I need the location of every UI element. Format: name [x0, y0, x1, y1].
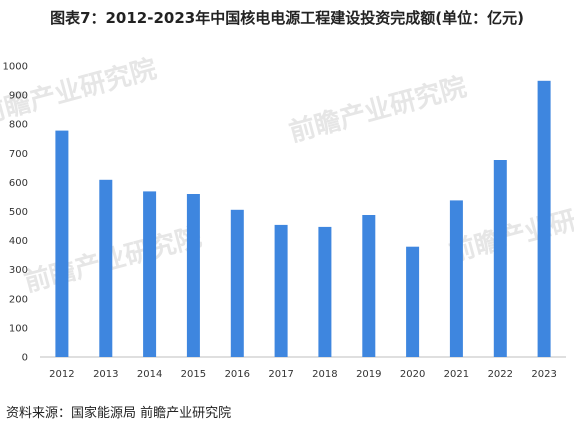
y-tick-label-100: 100	[9, 323, 28, 334]
bar-2021	[449, 200, 463, 357]
x-tick-label-2013: 2013	[93, 369, 118, 380]
y-tick-label-700: 700	[9, 149, 28, 160]
y-tick-label-300: 300	[9, 265, 28, 276]
x-tick-label-2012: 2012	[49, 369, 74, 380]
source-note: 资料来源：国家能源局 前瞻产业研究院	[6, 406, 232, 421]
bar-2023	[537, 80, 551, 358]
bar-2016	[230, 209, 244, 357]
y-tick-label-1000: 1000	[3, 62, 28, 73]
bar-2018	[318, 226, 332, 357]
x-tick-label-2014: 2014	[137, 369, 162, 380]
y-tick-label-800: 800	[9, 120, 28, 131]
x-tick-label-2022: 2022	[488, 369, 513, 380]
bar-2015	[186, 194, 200, 357]
bar-2017	[274, 224, 288, 357]
x-axis: 2012 2013 2014 2015 2016 2017 2018 2019 2020 2021…	[49, 369, 557, 380]
y-tick-label-0: 0	[22, 353, 28, 364]
bars	[55, 80, 551, 358]
y-tick-label-200: 200	[9, 294, 28, 305]
x-tick-label-2021: 2021	[444, 369, 469, 380]
bar-2022	[493, 160, 507, 357]
bar-2012	[55, 130, 69, 357]
x-tick-label-2019: 2019	[356, 369, 381, 380]
y-tick-label-900: 900	[9, 91, 28, 102]
bar-2013	[99, 179, 113, 357]
chart-title: 图表7：2012-2023年中国核电电源工程建设投资完成额(单位：亿元)	[50, 9, 524, 27]
y-axis: 0 100 200 300 400 500 600 700 800 900 1000	[3, 62, 28, 364]
y-tick-label-400: 400	[9, 236, 28, 247]
x-tick-label-2015: 2015	[181, 369, 206, 380]
y-tick-label-500: 500	[9, 207, 28, 218]
y-tick-label-600: 600	[9, 178, 28, 189]
bar-2020	[406, 246, 420, 357]
watermark-0: 前瞻产业研究院	[286, 71, 470, 148]
bar-2014	[143, 191, 157, 357]
x-tick-label-2017: 2017	[268, 369, 293, 380]
watermark-2: 前瞻产业研究院	[446, 191, 574, 268]
x-tick-label-2020: 2020	[400, 369, 425, 380]
watermark-1: 前瞻产业研究院	[21, 221, 205, 298]
x-tick-label-2016: 2016	[225, 369, 250, 380]
x-tick-label-2023: 2023	[531, 369, 556, 380]
x-tick-label-2018: 2018	[312, 369, 337, 380]
bar-2019	[362, 215, 376, 357]
